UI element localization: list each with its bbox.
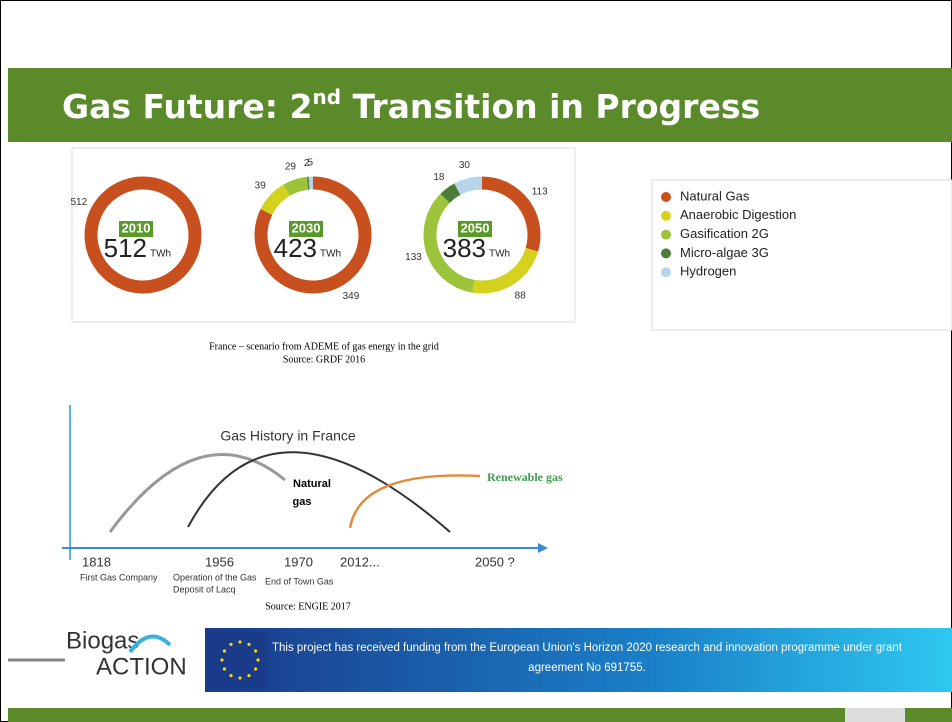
event: End of Town Gas (265, 576, 334, 586)
year: 1956 (205, 554, 234, 569)
legend-label: Micro-algae 3G (680, 245, 769, 260)
star (229, 673, 233, 678)
year-badge (458, 221, 492, 237)
value-label: 113 (532, 187, 548, 198)
funding-text: agreement No 691755. (528, 662, 646, 674)
star (253, 667, 258, 671)
funding-banner (205, 628, 952, 692)
donut-segment (454, 176, 483, 196)
year: 2012... (340, 554, 380, 569)
value-label: 2 (304, 158, 310, 169)
star (229, 642, 233, 647)
legend-swatch (661, 210, 671, 221)
label: Natural (293, 478, 331, 490)
value-label: 133 (405, 252, 422, 263)
value-label: 88 (515, 291, 527, 302)
event: First Gas Company (80, 572, 158, 582)
event: Operation of the Gas (173, 572, 257, 582)
donut-segment (423, 193, 475, 293)
source: Source: ENGIE 2017 (265, 601, 351, 612)
legend-swatch (661, 267, 671, 278)
star (220, 658, 224, 662)
unit: TWh (150, 249, 171, 260)
donut-segment (481, 176, 541, 252)
star (256, 658, 260, 662)
label: Renewable gas (487, 470, 563, 484)
donut-segment (472, 247, 539, 294)
value-label: 349 (343, 291, 360, 302)
year: 2050 (461, 220, 490, 235)
star (247, 642, 251, 647)
page-tab (845, 708, 905, 722)
star (253, 649, 258, 653)
value-label: 30 (459, 160, 471, 171)
curve (348, 474, 481, 529)
star (238, 640, 242, 644)
value-label: 18 (433, 172, 445, 183)
value-label: 29 (285, 161, 297, 172)
year: 2030 (292, 220, 321, 235)
star (222, 649, 227, 653)
arrow (538, 543, 548, 553)
legend-label: Natural Gas (680, 188, 750, 203)
donut-segment (283, 176, 309, 196)
donut-segment (440, 183, 461, 204)
legend-label: Gasification 2G (680, 226, 769, 241)
total: 383 (443, 233, 486, 263)
total: 512 (104, 233, 147, 263)
caption: France – scenario from ADEME of gas ener… (209, 341, 439, 352)
header-band (8, 68, 952, 142)
label: gas (293, 496, 312, 508)
legend-swatch (661, 248, 671, 259)
funding-text: This project has received funding from t… (272, 642, 903, 654)
logo-swirl (128, 634, 172, 654)
star (238, 676, 242, 680)
legend-label: Hydrogen (680, 264, 736, 279)
title: Gas Future: 2nd Transition in Progress (62, 85, 760, 126)
year: 2010 (122, 220, 151, 235)
curve (108, 453, 286, 533)
history-title: Gas History in France (220, 428, 356, 444)
donut-segment (260, 184, 291, 216)
value-label: 5 (308, 158, 314, 169)
value-label: 39 (255, 181, 267, 192)
unit: TWh (320, 249, 341, 260)
year-badge (289, 221, 323, 237)
legend-box (651, 179, 952, 331)
history-diagram: Gas History in France Natural gas Renewa… (62, 405, 563, 612)
value-label: 512 (71, 197, 88, 208)
year: 1970 (284, 554, 313, 569)
legend-label: Anaerobic Digestion (680, 207, 796, 222)
curve (187, 451, 451, 533)
year-badge (119, 221, 153, 237)
footer-band (8, 708, 952, 722)
donut-segment (84, 176, 202, 294)
star (247, 673, 251, 678)
total: 423 (274, 233, 317, 263)
eu-stars (220, 640, 260, 680)
event: Deposit of Lacq (173, 584, 236, 594)
year: 2050 ? (475, 554, 515, 569)
logo: ACTION (96, 653, 187, 680)
year: 1818 (82, 554, 111, 569)
legend: Natural Gas Anaerobic Digestion Gasificati… (661, 188, 796, 279)
legend-swatch (661, 229, 671, 240)
star (222, 667, 227, 671)
donut-segment (254, 176, 372, 294)
legend-swatch (661, 192, 671, 202)
logo: Biogas (66, 627, 139, 654)
caption: Source: GRDF 2016 (283, 354, 365, 365)
unit: TWh (489, 249, 510, 260)
